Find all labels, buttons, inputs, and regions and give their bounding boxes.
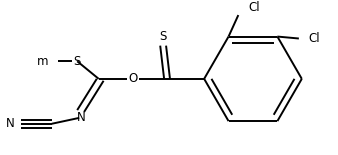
Text: S: S xyxy=(160,30,167,43)
Text: N: N xyxy=(6,117,15,130)
Text: O: O xyxy=(128,72,138,85)
Text: S: S xyxy=(74,55,81,68)
Text: m: m xyxy=(37,55,48,68)
Text: N: N xyxy=(77,111,86,124)
Text: Cl: Cl xyxy=(309,32,320,45)
Text: Cl: Cl xyxy=(248,1,260,14)
